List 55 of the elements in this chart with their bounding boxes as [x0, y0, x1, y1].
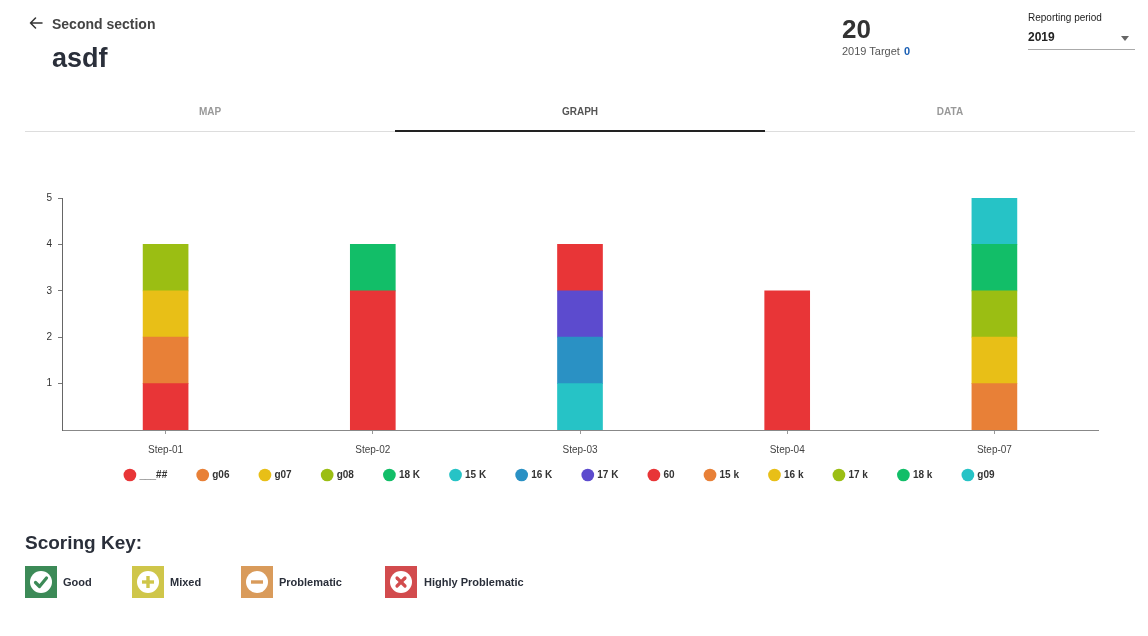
text: 2019 [1028, 30, 1055, 44]
x-tick-label: Step-01 [148, 443, 184, 455]
bar [349, 290, 396, 430]
bar [142, 383, 189, 430]
text: Scoring Key: [25, 532, 143, 553]
bar [764, 290, 811, 430]
x-tick-label: Step-02 [355, 443, 391, 455]
text: Highly Problematic [424, 576, 524, 588]
bar [557, 244, 603, 292]
legend-label: g07 [274, 468, 293, 480]
bar [557, 383, 603, 430]
legend-label: 18 K [398, 468, 421, 480]
text: Problematic [279, 576, 342, 588]
y-tick-label: 3 [46, 284, 53, 296]
x-tick-label: Step-03 [562, 443, 598, 455]
bar [971, 198, 1018, 245]
legend-label: 60 [663, 468, 675, 480]
bar [349, 244, 396, 292]
text: Good [63, 576, 92, 588]
legend-label: 16 k [783, 468, 804, 480]
bar [971, 336, 1018, 384]
text: DATA [936, 106, 964, 117]
y-tick-label: 2 [46, 330, 53, 342]
bar [971, 244, 1018, 292]
y-tick-label: 5 [46, 191, 53, 203]
text: Reporting period [1028, 12, 1102, 23]
text: MAP [198, 106, 222, 117]
legend-label: ___## [138, 468, 168, 480]
bar [142, 290, 189, 338]
text: 0 [903, 45, 911, 57]
legend-label: g06 [212, 468, 230, 480]
legend-label: 18 k [912, 468, 933, 480]
text: GRAPH [561, 106, 599, 117]
legend-label: 15 K [465, 468, 487, 480]
legend-label: 17 k [848, 468, 869, 480]
x-tick-label: Step-07 [976, 443, 1013, 455]
bar [557, 290, 603, 338]
bar [557, 336, 603, 384]
chart-subtitle: Second section [52, 16, 156, 32]
y-tick-label: 4 [46, 238, 53, 250]
bar [142, 336, 189, 384]
legend-label: g08 [336, 468, 355, 480]
text: 20 [842, 14, 871, 44]
bar [971, 290, 1018, 338]
legend-label: g09 [977, 468, 996, 480]
text: Mixed [170, 576, 202, 588]
legend-label: 16 K [531, 468, 554, 480]
legend-label: 17 K [597, 468, 620, 480]
chart-title: asdf [52, 43, 108, 73]
bar [142, 244, 189, 292]
x-tick-label: Step-04 [769, 443, 806, 455]
bar [971, 383, 1018, 430]
legend-label: 15 k [719, 468, 740, 480]
text: 2019 Target [842, 45, 900, 57]
y-tick-label: 1 [46, 377, 53, 389]
